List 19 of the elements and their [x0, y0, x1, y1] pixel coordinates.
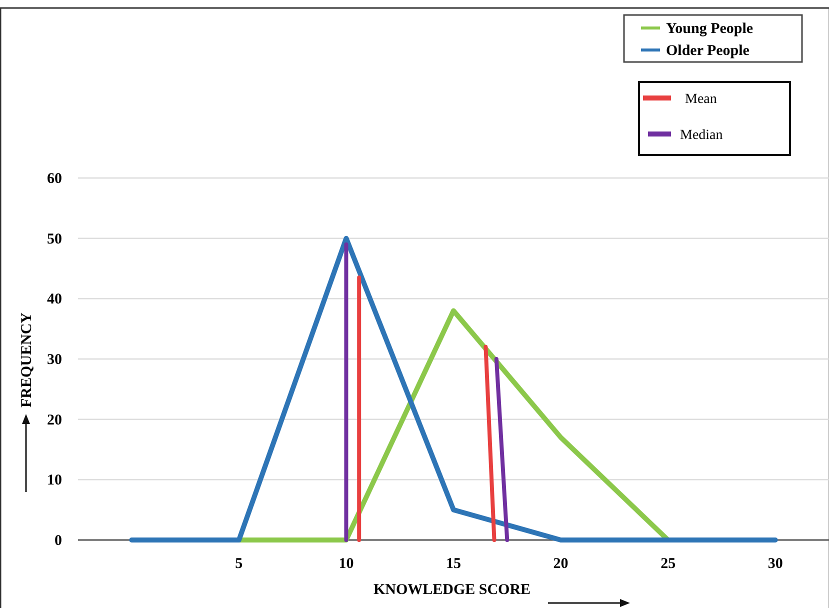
y-tick-label: 10 [47, 472, 62, 489]
y-axis-title: FREQUENCY [19, 312, 35, 408]
legend-label: Older People [666, 43, 750, 59]
legend-label: Mean [685, 92, 717, 107]
x-tick-label: 10 [338, 556, 354, 572]
x-tick-label: 15 [446, 556, 461, 572]
y-tick-label: 30 [47, 352, 62, 368]
legend-label: Median [680, 128, 723, 143]
y-tick-label: 40 [47, 292, 62, 308]
y-tick-label: 20 [47, 412, 62, 428]
y-tick-label: 60 [47, 171, 62, 187]
x-tick-label: 25 [660, 556, 676, 572]
x-axis-title: KNOWLEDGE SCORE [373, 582, 531, 598]
legend-label: Young People [666, 21, 754, 37]
y-tick-label: 0 [54, 533, 62, 549]
x-tick-label: 5 [235, 556, 243, 572]
y-tick-label: 50 [47, 231, 62, 248]
x-tick-label: 30 [768, 556, 783, 572]
x-tick-label: 20 [553, 556, 568, 572]
